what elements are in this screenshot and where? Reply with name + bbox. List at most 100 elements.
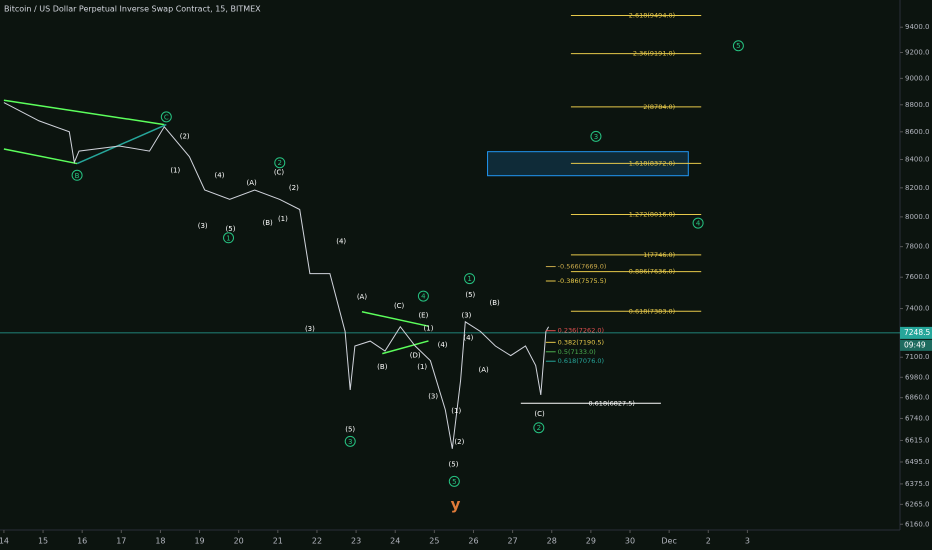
x-tick-label: 15 [38,537,48,546]
y-tick-label: 7800.0 [905,243,930,251]
y-tick-label: 8200.0 [905,184,930,192]
x-tick-label: 2 [706,537,711,546]
y-tick-label: 6495.0 [905,458,930,466]
y-tick-label: 7600.0 [905,273,930,281]
wave-circle [344,435,356,447]
wave-label: (4) [215,171,225,179]
wave-label: (B) [489,299,500,307]
y-tick-label: 8400.0 [905,155,930,163]
wave-label: (1) [451,407,461,415]
fib-label: 1(7746.0) [643,251,675,259]
wave-label: (A) [479,366,490,374]
wave-circle [732,40,744,52]
wave-label: 4 [696,220,701,228]
wave-label: (1) [417,363,427,371]
fib-label: 0.236(7262.0) [558,327,604,335]
fib-label: 2.36(9191.0) [633,50,675,58]
price-line [3,102,550,449]
x-tick-label: 3 [745,537,750,546]
x-tick-label: 26 [468,537,478,546]
wave-label: (4) [463,334,473,342]
wave-label: (1) [424,324,434,332]
trendline [382,340,429,355]
wave-label: (A) [357,293,368,301]
wave-label: (5) [449,461,459,469]
wave-label: (4) [336,238,346,246]
y-tick-label: 7400.0 [905,305,930,313]
wave-label: 4 [421,293,426,301]
fib-label: -0.386(7575.5) [558,277,607,285]
wave-circle [448,475,460,487]
wave-circle [71,169,83,181]
fib-label: -0.566(7669.0) [558,263,607,271]
wave-label: (B) [377,363,388,371]
wave-label: (3) [198,222,208,230]
wave-label: (5) [226,225,236,233]
wave-label: (5) [345,426,355,434]
wave-label: 3 [594,133,598,141]
fib-label: 2(8784.0) [643,103,675,111]
wave-label: (3) [428,392,438,400]
countdown-box [900,339,932,351]
y-tick-label: 6160.0 [905,520,930,528]
wave-label: 5 [736,42,740,50]
wave-label: 2 [278,159,282,167]
fib-label: 0.382(7190.5) [558,338,604,346]
wave-circle [160,111,172,123]
wave-label: (2) [180,132,190,140]
wave-circle [417,290,429,302]
wave-label: 1 [226,234,230,242]
y-tick-label: 6615.0 [905,436,930,444]
wave-label: (C) [394,302,405,310]
wave-label: (5) [465,291,475,299]
y-tick-label: 6980.0 [905,373,930,381]
y-tick-label: 9400.0 [905,23,930,31]
y-tick-label: 8800.0 [905,101,930,109]
x-tick-label: 16 [77,537,87,546]
y-tick-label: 6265.0 [905,500,930,508]
x-tick-label: 18 [155,537,165,546]
fib-label: 2.618(9494.0) [629,12,675,20]
fib-label: 0.618(7076.0) [558,357,604,365]
x-tick-label: 29 [586,537,596,546]
wave-label: 3 [348,438,352,446]
x-tick-label: 25 [429,537,439,546]
x-tick-label: 27 [508,537,518,546]
trendline [361,311,429,327]
x-tick-label: 28 [547,537,557,546]
y-tick-label: 8000.0 [905,213,930,221]
trendline [76,123,167,165]
chart-title: Bitcoin / US Dollar Perpetual Inverse Sw… [4,5,261,14]
wave-label: (B) [263,219,274,227]
last-price-box [900,326,932,339]
wave-label: y [451,495,461,513]
wave-circle [223,232,235,244]
fib-label: 0.886(7636.0) [629,268,675,276]
wave-label: (3) [305,325,315,333]
x-tick-label: 14 [0,537,9,546]
wave-label: (2) [454,438,464,446]
wave-label: (E) [418,312,428,320]
x-tick-label: 19 [194,537,204,546]
wave-circle [533,422,545,434]
fib-label: 0.618(7383.0) [629,307,675,315]
wave-label: (C) [534,410,545,418]
y-tick-label: 8600.0 [905,128,930,136]
wave-label: (3) [461,312,471,320]
wave-label: (1) [170,166,180,174]
wave-label: 1 [467,275,471,283]
fib-label: 0.5(7133.0) [558,348,596,356]
countdown-label: 09:49 [904,340,926,349]
y-tick-label: 6860.0 [905,394,930,402]
wave-label: 5 [452,478,456,486]
x-tick-label: 20 [234,537,244,546]
wave-label: 2 [537,424,541,432]
last-price-label: 7248.5 [904,328,930,337]
x-tick-label: 30 [625,537,635,546]
y-tick-label: 9000.0 [905,74,930,82]
x-tick-label: 23 [351,537,361,546]
wave-circle [692,217,704,229]
x-tick-label: 21 [273,537,283,546]
fib-label: 1.618(8372.0) [629,159,675,167]
